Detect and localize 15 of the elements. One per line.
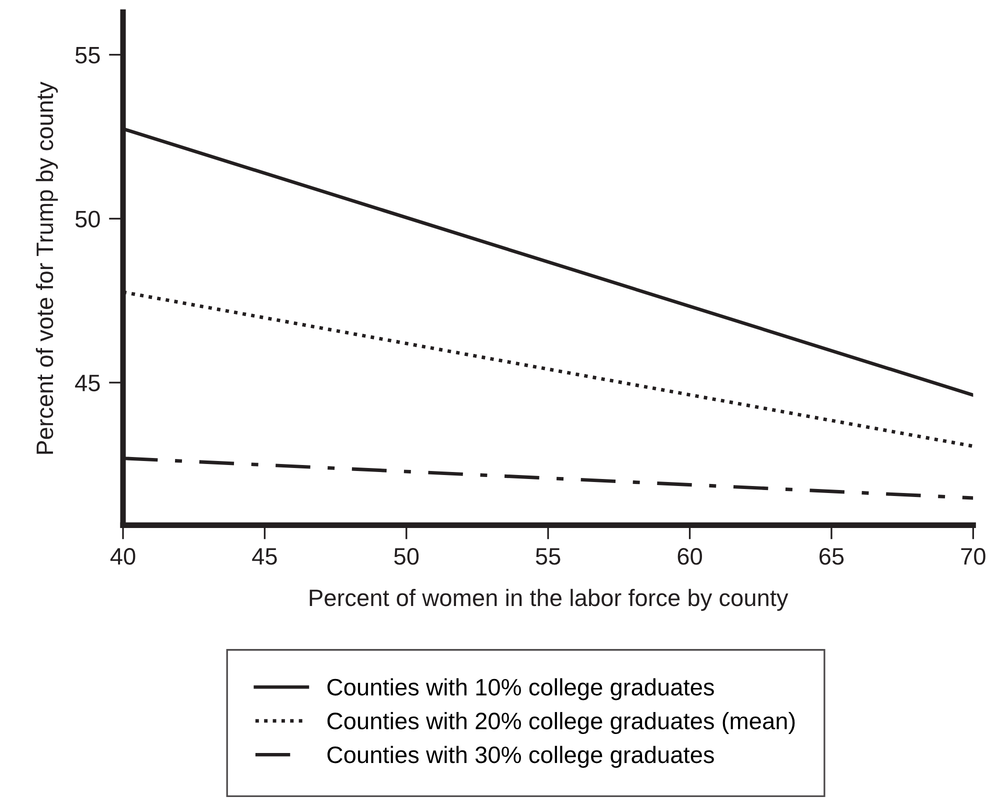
x-tick-label: 60 [678,548,702,565]
y-tick-label: 55 [75,47,100,64]
x-tick-label: 55 [536,548,560,565]
x-tick-label: 50 [394,548,419,565]
legend-label: Counties with 10% college graduates [327,678,714,700]
x-tick-label: 45 [252,548,277,565]
y-axis-title: Percent of vote for Trump by county [36,82,58,454]
legend-label: Counties with 30% college graduates [327,746,714,768]
x-axis-title: Percent of women in the labor force by county [310,588,788,611]
x-tick-label: 40 [110,548,136,565]
x-tick-label: 70 [961,548,986,565]
y-tick-label: 50 [75,210,100,228]
x-tick-label: 65 [820,548,844,565]
legend-label: Counties with 20% college graduates (mean) [327,712,795,734]
y-tick-label: 45 [75,374,100,392]
